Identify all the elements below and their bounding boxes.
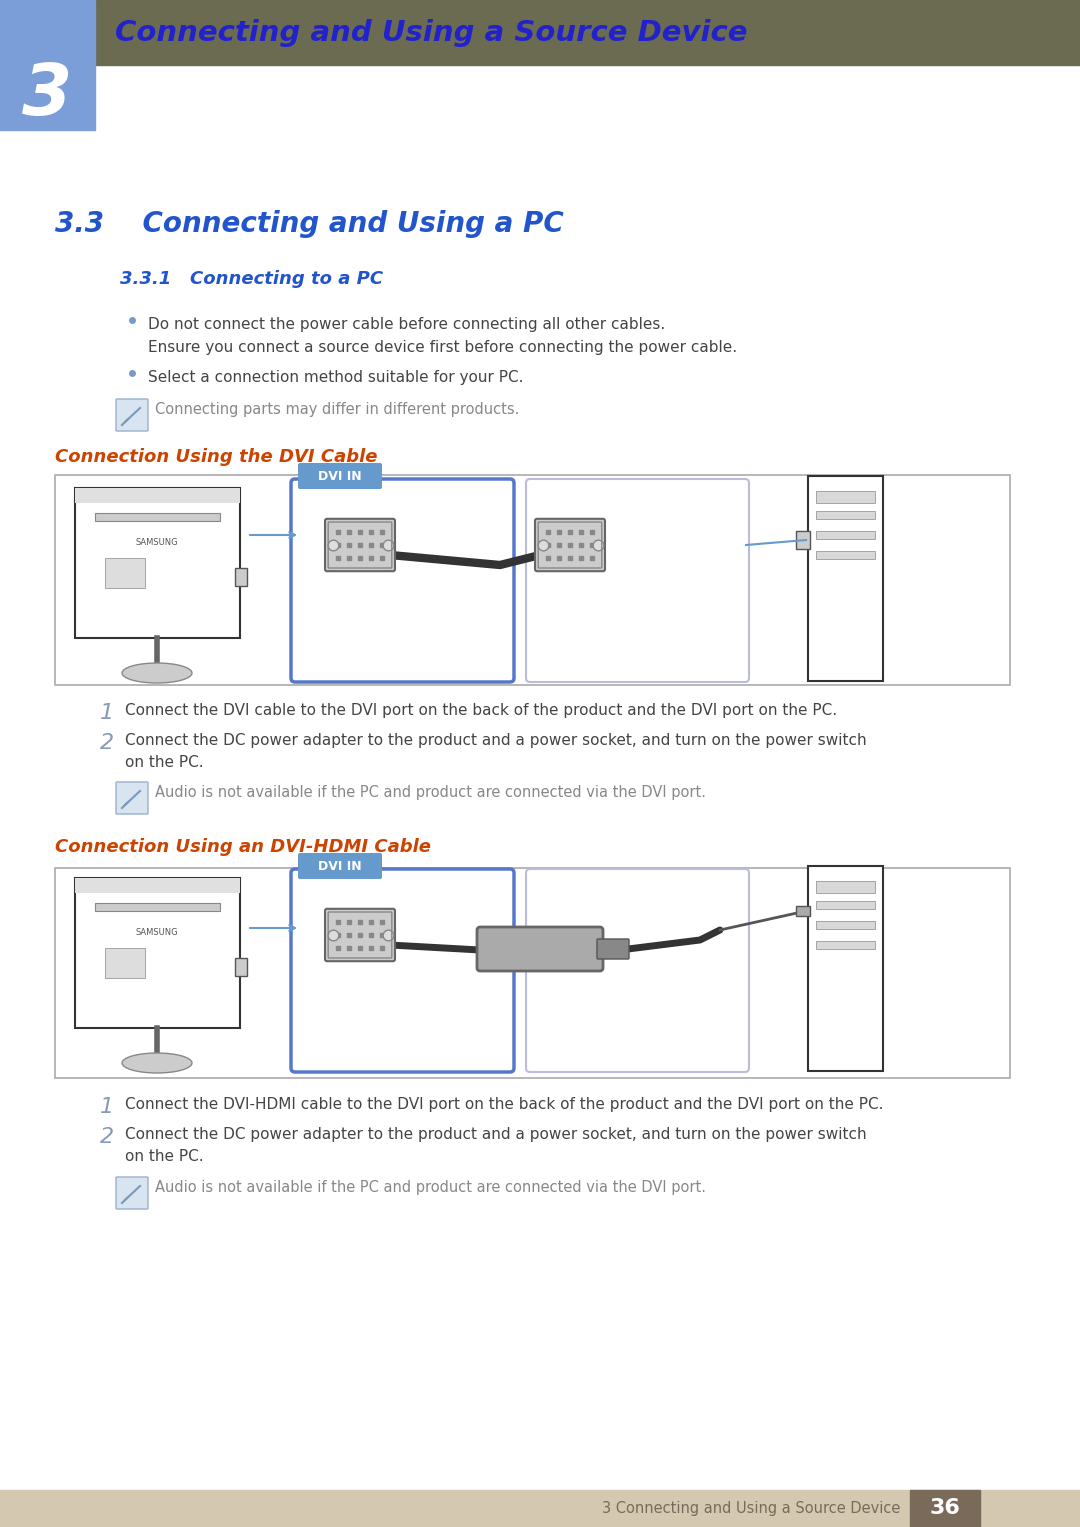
Text: 1: 1 bbox=[100, 702, 114, 722]
FancyBboxPatch shape bbox=[291, 869, 514, 1072]
Text: Connection Using an DVI-HDMI Cable: Connection Using an DVI-HDMI Cable bbox=[55, 838, 431, 857]
Text: 2: 2 bbox=[100, 733, 114, 753]
FancyBboxPatch shape bbox=[116, 399, 148, 431]
Text: 3: 3 bbox=[22, 61, 72, 130]
Bar bbox=[105, 948, 145, 977]
FancyBboxPatch shape bbox=[535, 519, 605, 571]
Bar bbox=[75, 489, 240, 502]
Text: Connect the DC power adapter to the product and a power socket, and turn on the : Connect the DC power adapter to the prod… bbox=[125, 1127, 866, 1142]
Text: Connect the DVI cable to the DVI port on the back of the product and the DVI por: Connect the DVI cable to the DVI port on… bbox=[125, 702, 837, 718]
Text: Connecting parts may differ in different products.: Connecting parts may differ in different… bbox=[156, 402, 519, 417]
FancyBboxPatch shape bbox=[235, 568, 247, 586]
Bar bbox=[0, 0, 95, 130]
Bar bbox=[75, 878, 240, 893]
FancyBboxPatch shape bbox=[75, 489, 240, 638]
Text: 36: 36 bbox=[930, 1498, 960, 1518]
Text: Ensure you connect a source device first before connecting the power cable.: Ensure you connect a source device first… bbox=[148, 341, 738, 354]
Text: Select a connection method suitable for your PC.: Select a connection method suitable for … bbox=[148, 370, 524, 385]
Text: SAMSUNG: SAMSUNG bbox=[136, 928, 178, 938]
Bar bbox=[816, 531, 875, 539]
Bar bbox=[0, 0, 1080, 66]
Bar bbox=[816, 512, 875, 519]
Text: on the PC.: on the PC. bbox=[125, 754, 204, 770]
Text: DVI IN: DVI IN bbox=[319, 860, 362, 872]
Bar bbox=[816, 551, 875, 559]
FancyBboxPatch shape bbox=[808, 866, 883, 1070]
FancyBboxPatch shape bbox=[597, 939, 629, 959]
Text: Connect the DVI-HDMI cable to the DVI port on the back of the product and the DV: Connect the DVI-HDMI cable to the DVI po… bbox=[125, 1096, 883, 1112]
FancyBboxPatch shape bbox=[235, 957, 247, 976]
FancyBboxPatch shape bbox=[298, 463, 382, 489]
FancyBboxPatch shape bbox=[526, 869, 750, 1072]
Bar bbox=[816, 492, 875, 502]
Bar bbox=[105, 557, 145, 588]
Bar bbox=[816, 941, 875, 948]
Text: Audio is not available if the PC and product are connected via the DVI port.: Audio is not available if the PC and pro… bbox=[156, 1180, 706, 1196]
FancyBboxPatch shape bbox=[291, 479, 514, 683]
Text: on the PC.: on the PC. bbox=[125, 1148, 204, 1164]
Bar bbox=[0, 1490, 1080, 1527]
Text: Do not connect the power cable before connecting all other cables.: Do not connect the power cable before co… bbox=[148, 318, 665, 331]
Ellipse shape bbox=[122, 663, 192, 683]
FancyBboxPatch shape bbox=[325, 519, 395, 571]
FancyBboxPatch shape bbox=[116, 1177, 148, 1209]
Bar bbox=[55, 867, 1010, 1078]
FancyBboxPatch shape bbox=[477, 927, 603, 971]
Text: 3.3.1   Connecting to a PC: 3.3.1 Connecting to a PC bbox=[120, 270, 383, 289]
Text: 1: 1 bbox=[100, 1096, 114, 1116]
FancyBboxPatch shape bbox=[808, 476, 883, 681]
Text: 3 Connecting and Using a Source Device: 3 Connecting and Using a Source Device bbox=[602, 1501, 900, 1515]
Bar bbox=[95, 902, 220, 912]
FancyBboxPatch shape bbox=[298, 854, 382, 880]
Text: DVI IN: DVI IN bbox=[319, 469, 362, 483]
FancyBboxPatch shape bbox=[796, 531, 810, 550]
Text: Connecting and Using a Source Device: Connecting and Using a Source Device bbox=[114, 18, 747, 47]
FancyBboxPatch shape bbox=[526, 479, 750, 683]
Text: 2: 2 bbox=[100, 1127, 114, 1147]
Ellipse shape bbox=[122, 1054, 192, 1073]
Bar bbox=[816, 921, 875, 928]
Bar bbox=[816, 881, 875, 893]
Text: SAMSUNG: SAMSUNG bbox=[136, 538, 178, 547]
Bar bbox=[910, 1490, 980, 1527]
FancyBboxPatch shape bbox=[796, 906, 810, 916]
Text: 3.3    Connecting and Using a PC: 3.3 Connecting and Using a PC bbox=[55, 211, 564, 238]
FancyBboxPatch shape bbox=[75, 878, 240, 1028]
Bar bbox=[95, 513, 220, 521]
Text: Connect the DC power adapter to the product and a power socket, and turn on the : Connect the DC power adapter to the prod… bbox=[125, 733, 866, 748]
Text: Audio is not available if the PC and product are connected via the DVI port.: Audio is not available if the PC and pro… bbox=[156, 785, 706, 800]
Bar bbox=[816, 901, 875, 909]
Bar bbox=[55, 475, 1010, 686]
Text: Connection Using the DVI Cable: Connection Using the DVI Cable bbox=[55, 447, 378, 466]
FancyBboxPatch shape bbox=[116, 782, 148, 814]
FancyBboxPatch shape bbox=[325, 909, 395, 960]
